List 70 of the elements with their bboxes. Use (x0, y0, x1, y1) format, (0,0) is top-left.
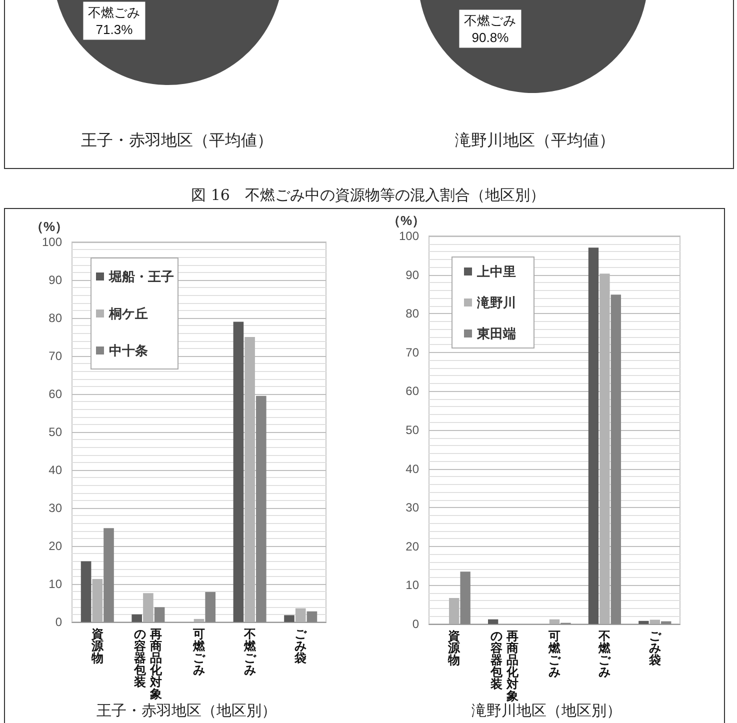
bar (488, 619, 498, 624)
x-tick-label: 資源物 (90, 627, 104, 665)
data-label: 71.3% (96, 22, 134, 37)
y-tick-label: 90 (406, 268, 420, 282)
y-tick-label: 30 (406, 500, 420, 515)
x-tick-label: ごみ袋 (294, 627, 308, 665)
y-tick-label: 20 (406, 539, 420, 554)
bar (194, 618, 204, 622)
bar (661, 621, 672, 624)
y-tick-label: 80 (48, 311, 62, 325)
y-tick-label: 0 (55, 615, 62, 629)
bar (638, 620, 649, 624)
x-tick-label: 可燃ごみ (548, 629, 561, 679)
legend-label: 滝野川 (476, 295, 516, 310)
legend-label: 桐ケ丘 (108, 306, 148, 321)
legend-label: 東田端 (476, 326, 516, 341)
x-tick-label: ごみ袋 (648, 629, 662, 667)
y-tick-label: 80 (406, 306, 420, 321)
y-tick-label: 20 (48, 539, 62, 553)
x-tick-label: 不燃ごみ (598, 629, 612, 679)
bar (284, 615, 294, 622)
bar (80, 561, 92, 622)
bar (588, 248, 599, 624)
bar (610, 294, 622, 624)
bar (650, 620, 660, 624)
legend-label: 中十条 (109, 343, 148, 358)
category-label: 再商品化対象の容器包装 (490, 629, 518, 703)
bar (449, 598, 460, 624)
bar (256, 396, 266, 622)
y-tick-label: 100 (42, 235, 62, 249)
y-tick-label: 30 (48, 501, 62, 515)
y-axis-title: （%） (30, 219, 68, 234)
y-axis-title: （%） (387, 213, 425, 228)
y-tick-label: 70 (48, 349, 62, 363)
bar (295, 608, 306, 622)
legend-label: 堀船・王子 (108, 269, 174, 284)
y-tick-label: 90 (48, 273, 62, 287)
x-tick-label: 資源物 (448, 629, 461, 667)
text: 滝野川地区（地区別） (472, 702, 622, 720)
bar (549, 619, 560, 624)
text: 王子・赤羽地区（地区別） (96, 702, 276, 720)
y-tick-label: 40 (406, 462, 420, 476)
bar (233, 322, 244, 622)
y-tick-label: 70 (406, 345, 420, 360)
y-tick-label: 60 (48, 387, 62, 401)
y-tick-label: 60 (406, 384, 420, 398)
text: 王子・赤羽地区（平均値） (81, 130, 273, 150)
slice-label: 不燃ごみ (88, 4, 140, 20)
y-tick-label: 10 (406, 578, 420, 592)
y-tick-label: 0 (412, 617, 420, 631)
data-label: 90.8% (472, 30, 510, 45)
y-tick-label: 40 (48, 463, 62, 477)
caption: 図 16 不燃ごみ中の資源物等の混入割合（地区別） (191, 186, 545, 205)
bar (306, 611, 318, 622)
slice-label: 不燃ごみ (464, 12, 516, 28)
x-tick-label: 可燃ごみ (192, 627, 206, 677)
bar (143, 593, 154, 622)
category-label: 再商品化対象の容器包装 (134, 627, 162, 701)
y-tick-label: 100 (398, 229, 420, 243)
bar (154, 607, 165, 622)
bar (460, 572, 470, 624)
y-tick-label: 10 (48, 577, 62, 591)
bar (205, 592, 216, 622)
y-tick-label: 50 (48, 425, 62, 439)
bar (132, 614, 142, 622)
x-tick-label: 不燃ごみ (243, 627, 256, 677)
text: 滝野川地区（平均値） (455, 130, 615, 150)
y-tick-label: 50 (406, 423, 420, 437)
legend-label: 上中里 (476, 264, 516, 279)
bar (104, 528, 114, 622)
